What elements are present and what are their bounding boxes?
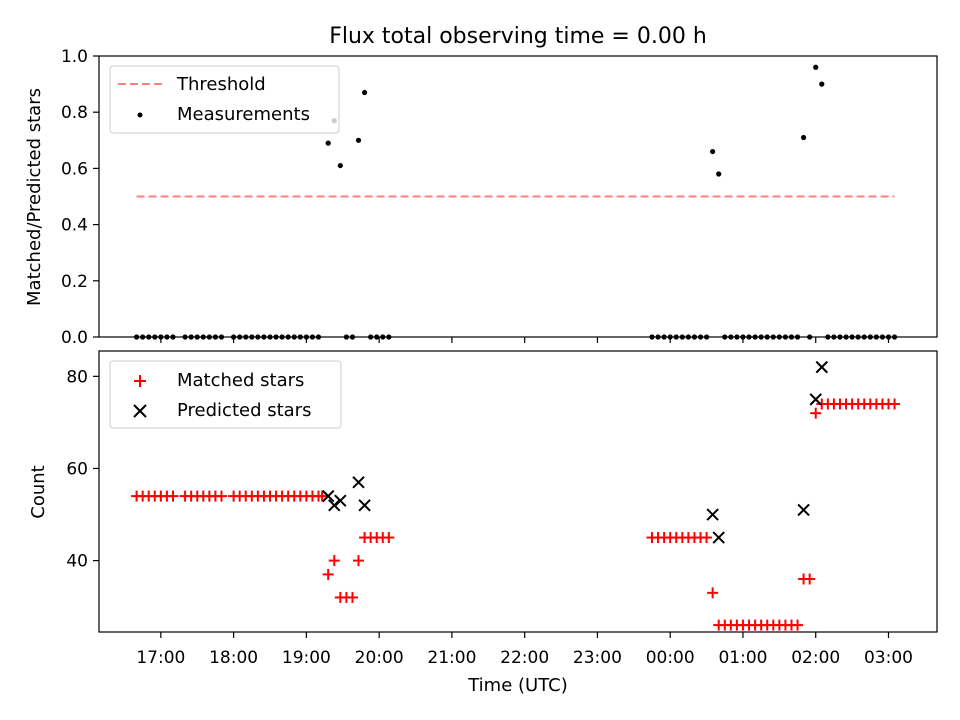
predicted-star-point <box>809 393 822 406</box>
matched-star-point <box>889 398 901 410</box>
bottom-legend-box <box>109 360 342 429</box>
predicted-star-point <box>334 494 347 507</box>
measurement-point <box>813 64 819 70</box>
top-y-axis-label: Matched/Predicted stars <box>24 88 45 306</box>
matched-star-point <box>383 532 395 544</box>
measurement-point <box>355 137 362 143</box>
bottom-legend: Matched stars Predicted stars <box>109 360 342 429</box>
bottom-x-tick-label: 21:00 <box>427 648 476 668</box>
matched-star-point <box>328 555 340 567</box>
top-chart-title: Flux total observing time = 0.00 h <box>329 24 707 49</box>
predicted-star-point <box>352 476 365 489</box>
top-x-tick-marks <box>160 337 890 343</box>
bottom-x-tick-label: 02:00 <box>791 648 840 668</box>
top-y-tick-label: 0.8 <box>61 103 88 123</box>
matched-star-point <box>215 490 227 502</box>
matched-star-point <box>346 591 358 603</box>
legend-threshold-label: Threshold <box>176 74 266 95</box>
predicted-star-point <box>712 531 725 544</box>
top-y-axis: 0.0 0.2 0.4 0.6 0.8 1.0 <box>61 47 99 348</box>
top-y-tick-label: 0.4 <box>61 216 88 236</box>
matched-star-point <box>322 568 334 580</box>
bottom-x-tick-label: 17:00 <box>136 648 185 668</box>
bottom-y-tick-label: 80 <box>66 367 88 387</box>
bottom-panel: 40 60 80 17:00 18:00 19:00 20:00 21:00 22:00 23:… <box>28 350 938 696</box>
predicted-star-point <box>358 499 371 512</box>
legend-measurements-swatch <box>137 112 143 118</box>
predicted-star-point <box>328 499 341 512</box>
legend-measurements-label: Measurements <box>177 104 310 125</box>
bottom-y-tick-label: 60 <box>66 459 88 479</box>
bottom-x-tick-label: 03:00 <box>864 648 913 668</box>
bottom-x-axis: 17:00 18:00 19:00 20:00 21:00 22:00 23:00 00:00… <box>136 632 913 668</box>
top-y-tick-label: 0.2 <box>61 272 88 292</box>
matched-star-point <box>810 407 822 419</box>
predicted-star-point <box>815 360 828 374</box>
measurement-point <box>337 162 343 169</box>
measurement-point <box>361 89 368 96</box>
matched-star-point <box>804 573 816 585</box>
bottom-x-tick-label: 19:00 <box>282 648 331 668</box>
matched-star-point <box>167 490 179 502</box>
top-y-tick-label: 0.6 <box>61 159 88 179</box>
bottom-x-tick-label: 18:00 <box>209 648 258 668</box>
bottom-x-tick-label: 01:00 <box>718 648 767 668</box>
matched-star-point <box>701 532 713 544</box>
predicted-star-point <box>706 508 719 521</box>
matched-star-point <box>792 619 804 631</box>
top-y-tick-label: 1.0 <box>61 47 88 67</box>
matched-star-point <box>353 555 365 567</box>
legend-predicted-swatch <box>133 404 147 418</box>
legend-matched-label: Matched stars <box>177 370 304 391</box>
bottom-x-tick-label: 22:00 <box>500 648 549 668</box>
top-axes-frame <box>98 55 938 338</box>
bottom-plot-marks <box>131 360 901 631</box>
predicted-star-point <box>797 503 810 517</box>
measurement-point <box>716 171 722 177</box>
bottom-axes-frame <box>98 350 938 633</box>
measurement-point <box>710 148 716 155</box>
top-legend-box <box>109 65 340 134</box>
top-y-tick-label: 0.0 <box>61 328 88 348</box>
bottom-x-tick-label: 00:00 <box>646 648 695 668</box>
measurement-point <box>325 140 331 146</box>
bottom-y-axis-label: Count <box>28 465 49 518</box>
top-panel: 0.0 0.2 0.4 0.6 0.8 1.0 Matched/Predicted sta… <box>24 47 938 348</box>
bottom-y-tick-label: 40 <box>66 552 88 572</box>
bottom-x-axis-label: Time (UTC) <box>467 675 568 696</box>
legend-predicted-label: Predicted stars <box>177 400 311 421</box>
predicted-star-point <box>321 489 335 503</box>
measurement-point <box>800 134 807 141</box>
matched-star-point <box>316 490 328 502</box>
bottom-y-axis: 40 60 80 <box>66 367 99 572</box>
measurement-point <box>819 81 825 87</box>
legend-matched-swatch <box>134 375 146 387</box>
bottom-x-tick-label: 20:00 <box>355 648 404 668</box>
matched-star-point <box>707 587 719 599</box>
top-legend: Threshold Measurements <box>109 65 340 134</box>
bottom-x-tick-label: 23:00 <box>573 648 622 668</box>
